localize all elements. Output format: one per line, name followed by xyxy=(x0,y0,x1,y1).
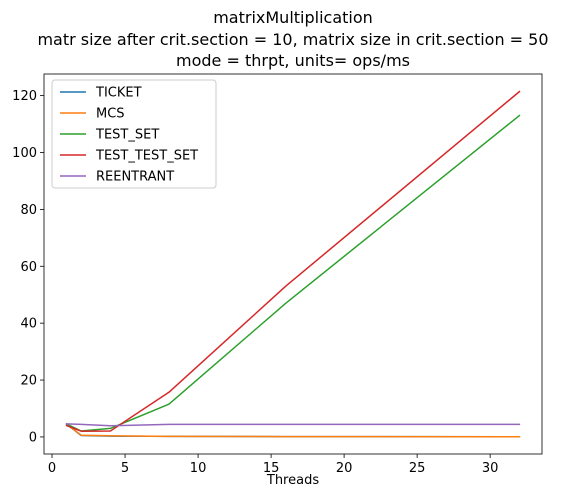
y-axis-ticks: 0 20 40 60 80 100 120 xyxy=(12,89,44,445)
series-lines xyxy=(65,90,521,438)
x-tick-label: 0 xyxy=(48,461,56,476)
y-tick-label: 60 xyxy=(20,260,37,275)
chart-title-line-2: matr size after crit.section = 10, matri… xyxy=(37,30,548,49)
series-line-test-test-set xyxy=(65,90,521,432)
x-tick-label: 20 xyxy=(336,461,353,476)
x-tick-label: 5 xyxy=(121,461,129,476)
legend-label: TICKET xyxy=(95,86,142,101)
y-tick-label: 100 xyxy=(12,146,37,161)
x-tick-label: 30 xyxy=(482,461,499,476)
plot-frame xyxy=(43,73,543,455)
legend: TICKET MCS TEST_SET TEST_TEST_SET REENTRANT xyxy=(51,79,217,189)
y-tick-label: 120 xyxy=(12,89,37,104)
legend-label: MCS xyxy=(96,107,125,122)
legend-label: TEST_SET xyxy=(95,128,159,143)
x-tick-label: 15 xyxy=(263,461,280,476)
chart-title-line-1: matrixMultiplication xyxy=(213,8,373,27)
y-tick-label: 20 xyxy=(20,374,37,389)
y-tick-label: 0 xyxy=(29,430,37,445)
legend-label: TEST_TEST_SET xyxy=(95,149,198,164)
x-tick-label: 25 xyxy=(409,461,426,476)
x-tick-label: 10 xyxy=(190,461,207,476)
y-tick-label: 40 xyxy=(20,317,37,332)
series-line-mcs xyxy=(65,423,521,438)
series-line-reentrant xyxy=(65,423,521,427)
legend-label: REENTRANT xyxy=(96,170,174,185)
x-axis-ticks: 0 5 10 15 20 25 30 xyxy=(48,454,499,476)
x-axis-label: Threads xyxy=(266,473,319,488)
y-tick-label: 80 xyxy=(20,203,37,218)
chart-title-line-3: mode = thrpt, units= ops/ms xyxy=(176,51,410,70)
legend-frame xyxy=(51,79,217,189)
